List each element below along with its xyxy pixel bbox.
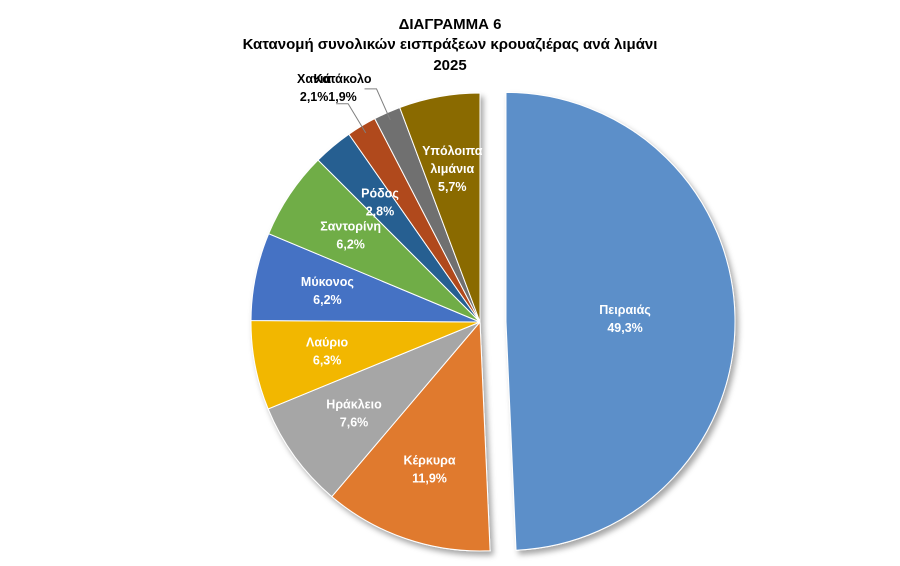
slice-label-ηράκλειο: Ηράκλειο 7,6%	[326, 398, 382, 430]
slice-label-μύκονος: Μύκονος 6,2%	[301, 275, 354, 307]
chart-subtitle: Κατανομή συνολικών εισπράξεων κρουαζιέρα…	[242, 36, 658, 53]
pie-slice-κέρκυρα	[331, 320, 491, 552]
slice-label-ρόδος: Ρόδος 2,8%	[361, 187, 399, 219]
pie-slice-υπόλοιπα-λιμάνια	[399, 92, 481, 323]
slice-label-υπόλοιπα-λιμάνια: Υπόλοιπα λιμάνια 5,7%	[422, 144, 483, 194]
leader-line-χανιά	[336, 103, 367, 134]
pie-slice-ηράκλειο	[267, 321, 481, 498]
slice-label-κέρκυρα: Κέρκυρα 11,9%	[404, 453, 456, 485]
slice-label-κατάκολο: Κατάκολο 1,9%	[314, 72, 372, 104]
chart-title: ΔΙΑΓΡΑΜΜΑ 6	[398, 16, 502, 33]
chart-year: 2025	[433, 57, 467, 74]
slice-label-λαύριο: Λαύριο 6,3%	[306, 336, 349, 368]
slice-label-χανιά: Χανιά 2,1%	[297, 72, 331, 104]
slice-label-πειραιάς: Πειραιάς 49,3%	[599, 303, 651, 335]
leader-line-κατάκολο	[364, 88, 391, 121]
slice-label-σαντορίνη: Σαντορίνη 6,2%	[320, 219, 381, 251]
pie-slice-πειραιάς	[505, 91, 736, 551]
